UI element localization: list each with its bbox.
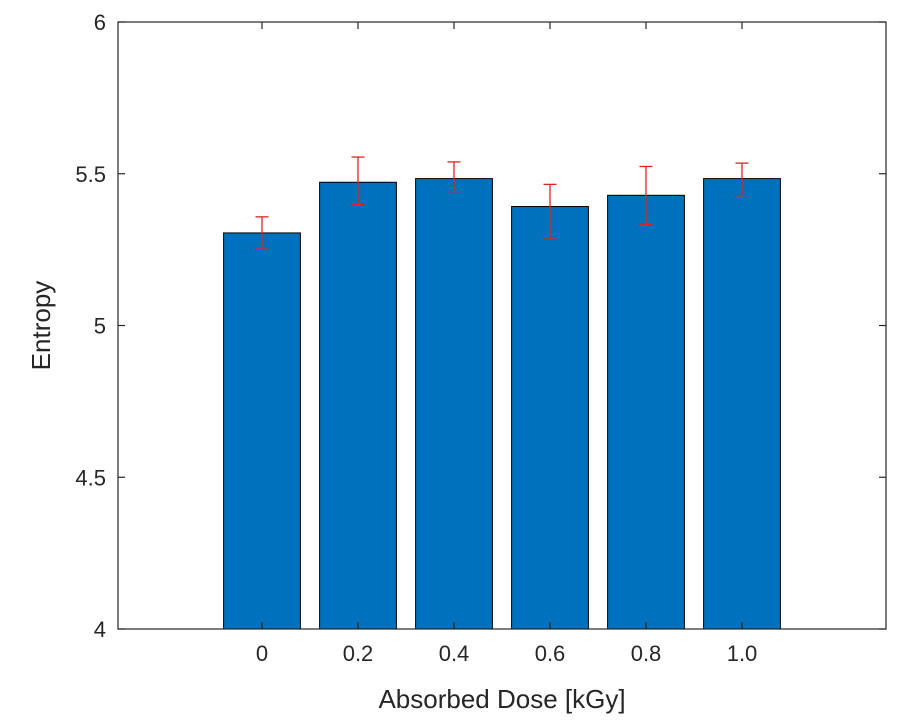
axis-ticks-layer [118,21,886,630]
bar-0 [223,232,301,630]
error-bar-0 [255,216,269,250]
x-tick-label-2: 0.4 [439,641,470,666]
bars-layer [223,178,781,630]
bar-1 [319,181,397,630]
error-bars-layer [255,156,749,250]
bar-4 [607,194,685,630]
error-bar-5 [735,162,749,197]
x-tick-label-4: 0.8 [631,641,662,666]
x-tick-label-3: 0.6 [535,641,566,666]
y-tick-label-0: 4 [94,617,106,642]
x-tick-label-5: 1.0 [727,641,758,666]
y-tick-labels: 4 4.5 5 5.5 6 [75,10,106,642]
error-bar-2 [447,161,461,193]
bar-3 [511,206,589,630]
y-tick-label-1: 4.5 [75,465,106,490]
error-bar-4 [639,165,653,226]
y-tick-label-4: 6 [94,10,106,35]
y-axis-title: Entropy [26,281,56,371]
x-tick-labels: 0 0.2 0.4 0.6 0.8 1.0 [256,641,757,666]
error-bar-3 [543,183,557,240]
error-bar-1 [351,156,365,206]
x-axis-title: Absorbed Dose [kGy] [378,684,625,714]
y-tick-label-3: 5.5 [75,162,106,187]
bar-5 [703,178,781,630]
x-tick-label-0: 0 [256,641,268,666]
x-tick-label-1: 0.2 [343,641,374,666]
bar-2 [415,178,493,630]
y-tick-label-2: 5 [94,314,106,339]
